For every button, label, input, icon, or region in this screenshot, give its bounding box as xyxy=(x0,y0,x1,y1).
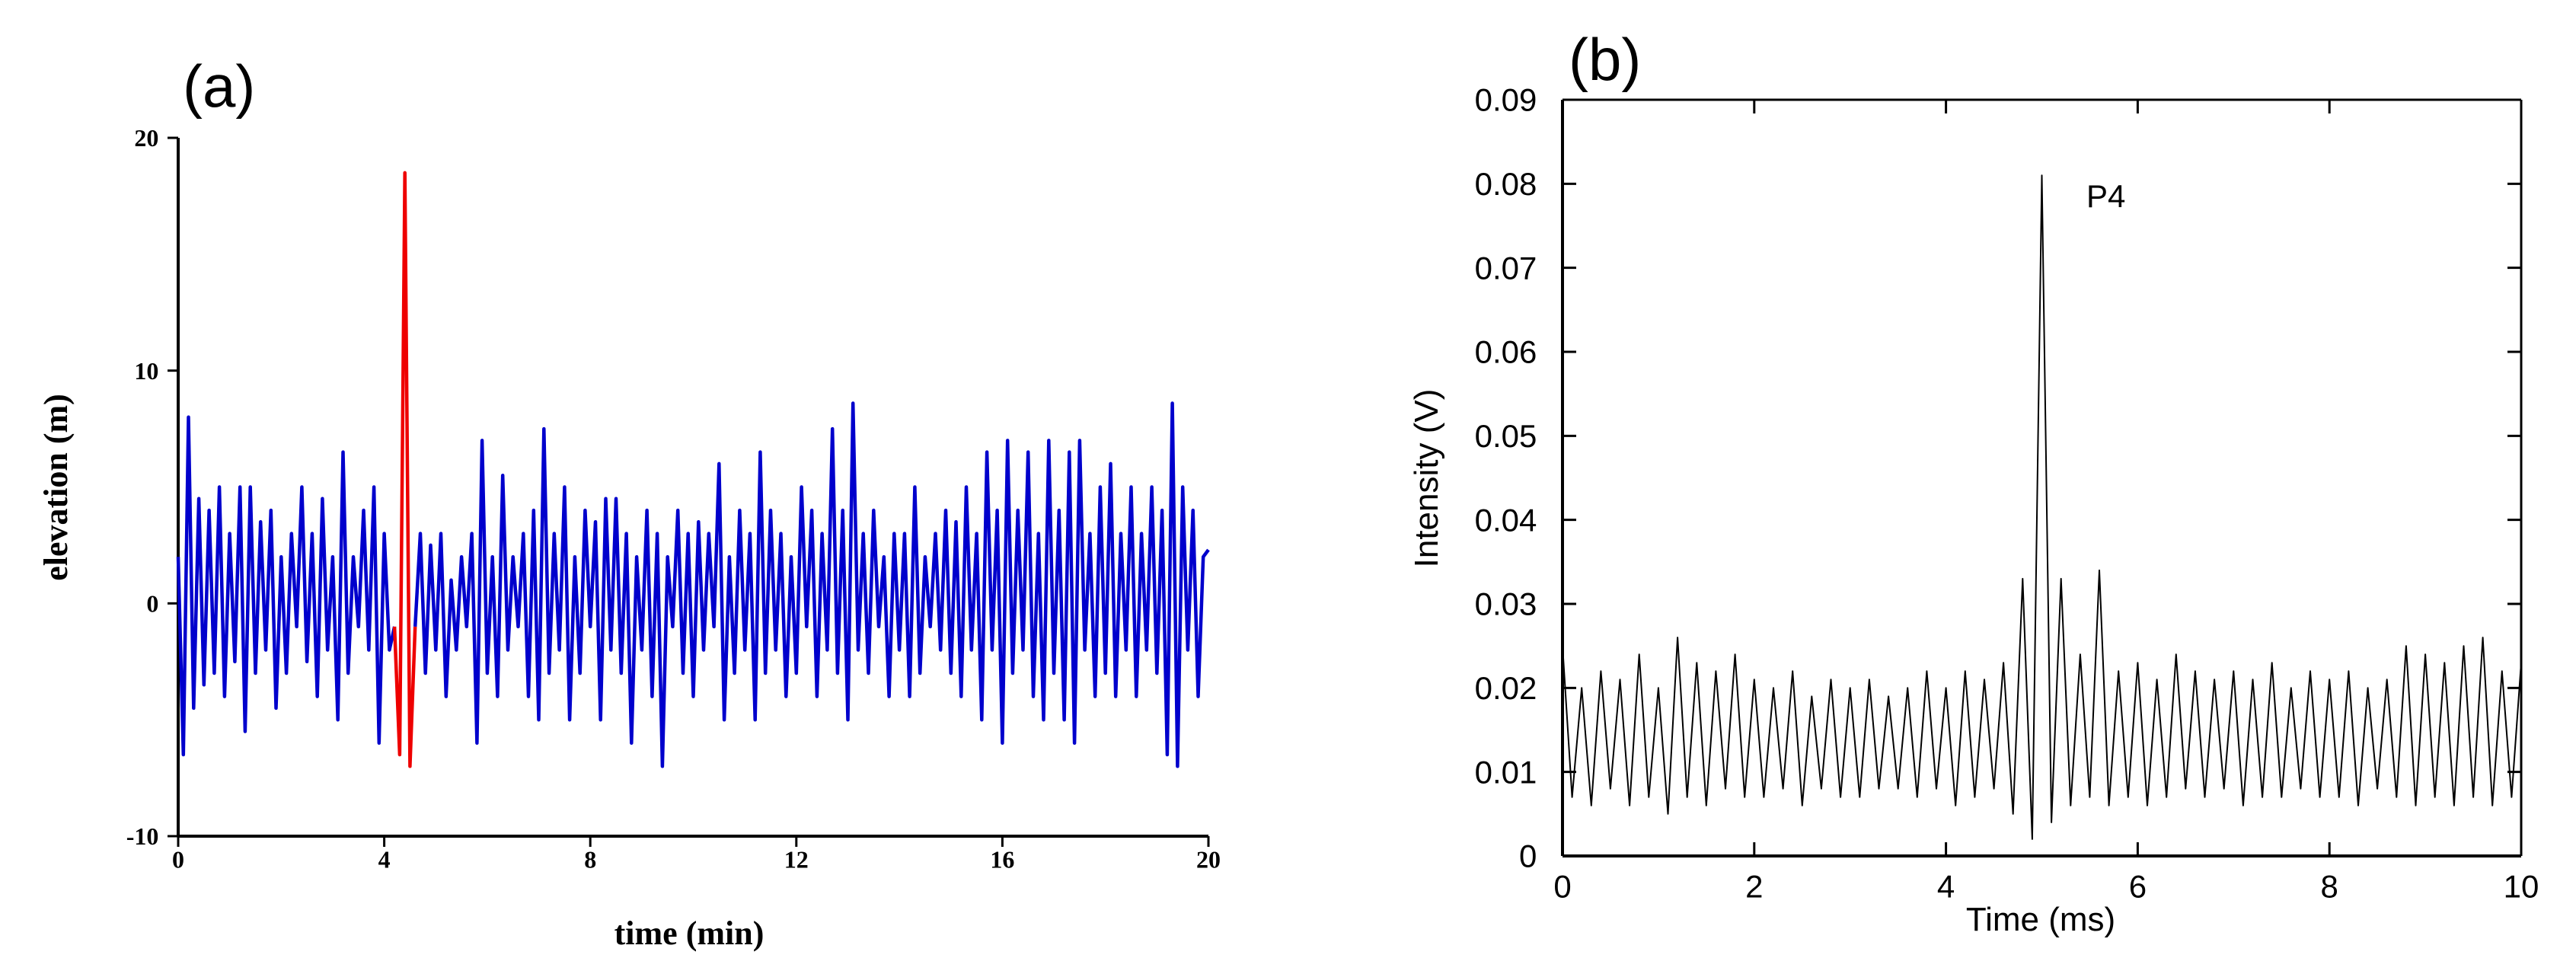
line-series xyxy=(176,401,1210,768)
x-tick-label: 6 xyxy=(2129,869,2147,905)
y-tick-label: 20 xyxy=(134,124,158,152)
y-axis-label: elevation (m) xyxy=(37,394,75,581)
y-axis-label: Intensity (V) xyxy=(1408,389,1445,568)
y-tick-label: 0 xyxy=(146,590,158,618)
panel-label: (a) xyxy=(183,53,255,120)
annotation: P4 xyxy=(2086,178,2125,214)
y-tick-label: 0 xyxy=(1519,838,1537,874)
line-series xyxy=(392,171,417,768)
x-tick-label: 12 xyxy=(784,846,809,873)
x-tick-label: 2 xyxy=(1745,869,1763,905)
y-tick-label: 10 xyxy=(134,357,158,385)
y-tick-label: 0.04 xyxy=(1475,502,1537,538)
y-tick-label: 0.02 xyxy=(1475,670,1537,706)
y-tick-label: 0.08 xyxy=(1475,166,1537,202)
x-tick-label: 10 xyxy=(2504,869,2539,905)
x-tick-label: 20 xyxy=(1196,846,1221,873)
x-axis-label: time (min) xyxy=(614,915,765,952)
y-tick-label: -10 xyxy=(126,822,159,850)
x-tick-label: 8 xyxy=(584,846,596,873)
x-tick-label: 16 xyxy=(990,846,1014,873)
x-axis-label: Time (ms) xyxy=(1966,901,2115,938)
y-tick-label: 0.05 xyxy=(1475,418,1537,454)
panel: 0 2 4 6 8 10 0 0.01 0.02 0.03 0.04 0.05 0.06 0.07 0.08… xyxy=(1408,26,2539,938)
panel-label: (b) xyxy=(1569,26,1641,93)
y-tick-label: 0.03 xyxy=(1475,586,1537,622)
y-tick-label: 0.01 xyxy=(1475,754,1537,790)
x-tick-label: 4 xyxy=(378,846,391,873)
x-tick-label: 8 xyxy=(2321,869,2338,905)
panel: 0 4 8 12 16 20 -10 0 10 20 (a) time (min) elevation … xyxy=(37,53,1221,952)
x-tick-label: 0 xyxy=(1553,869,1571,905)
y-tick-label: 0.06 xyxy=(1475,334,1537,370)
x-tick-label: 0 xyxy=(172,846,184,873)
x-tick-label: 4 xyxy=(1937,869,1955,905)
y-tick-label: 0.09 xyxy=(1475,82,1537,118)
line-series xyxy=(1562,174,2522,840)
y-tick-label: 0.07 xyxy=(1475,250,1537,286)
